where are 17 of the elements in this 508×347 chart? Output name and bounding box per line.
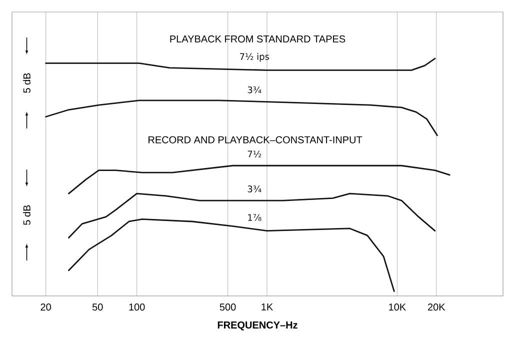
x-tick-label: 20 [40, 304, 51, 311]
annotation: RECORD AND PLAYBACK–CONSTANT-INPUT [148, 136, 362, 144]
series-label: 3¾ [248, 186, 262, 192]
x-tick-label: 10K [389, 304, 406, 311]
text: PLAYBACK FROM STANDARD TAPES [170, 35, 346, 43]
x-tick-label: 20K [428, 304, 446, 311]
x-tick-label: 50 [92, 304, 103, 311]
annotation: 5 dB [23, 73, 30, 93]
x-tick-label: 100 [129, 304, 145, 311]
series-label: 7½ [248, 150, 262, 158]
series-label: 1⅞ [248, 214, 262, 221]
annotation: 5 dB [23, 205, 30, 225]
series-label: 3¾ [248, 86, 262, 94]
x-tick-label: 1K [262, 304, 273, 310]
x-axis-title: FREQUENCY–Hz [218, 321, 298, 330]
series-label: 7½ ips [240, 52, 270, 62]
x-tick-label: 500 [220, 304, 236, 311]
